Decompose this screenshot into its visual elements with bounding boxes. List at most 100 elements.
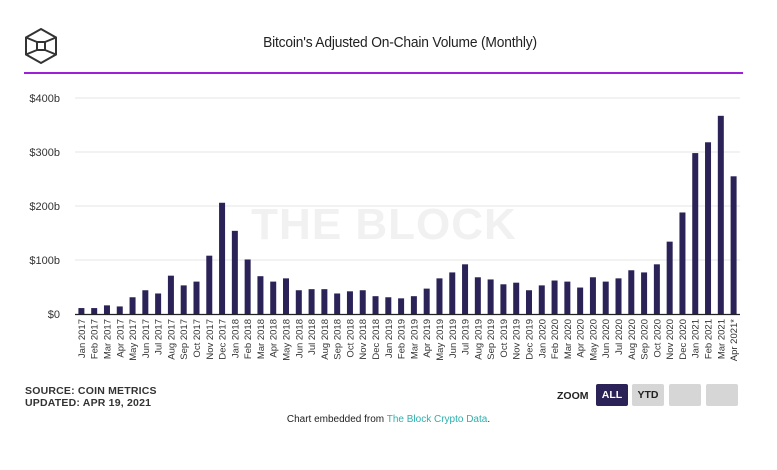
bar (321, 289, 328, 314)
bar (308, 289, 315, 314)
bar (589, 277, 596, 314)
bar (666, 241, 673, 314)
bar (346, 291, 353, 314)
bar (449, 272, 456, 314)
bar (155, 293, 162, 314)
the-block-logo-icon (25, 27, 57, 65)
bar (551, 280, 558, 314)
bar (436, 278, 443, 314)
embed-prefix: Chart embedded from (286, 414, 387, 425)
x-tick-label: Dec 2017 (218, 319, 229, 360)
x-tick-label: Jul 2018 (307, 319, 318, 355)
bar (78, 308, 85, 314)
x-tick-label: Feb 2021 (704, 319, 715, 359)
x-tick-label: Dec 2019 (524, 319, 535, 360)
bar (679, 212, 686, 314)
x-tick-label: Sep 2019 (486, 319, 497, 360)
bar (577, 287, 584, 314)
bar (206, 255, 213, 314)
bar (628, 270, 635, 314)
bar (180, 285, 187, 314)
x-tick-label: Mar 2021 (716, 319, 727, 359)
x-tick-label: Mar 2019 (409, 319, 420, 359)
bar (372, 296, 379, 314)
x-tick-label: Jul 2017 (154, 319, 165, 355)
bar (219, 202, 226, 314)
zoom-all-button[interactable]: ALL (596, 384, 628, 406)
source-text: SOURCE: COIN METRICS (25, 385, 157, 397)
x-tick-label: Mar 2020 (563, 319, 574, 359)
y-tick-label: $400b (29, 93, 60, 105)
bar (193, 281, 200, 314)
x-tick-label: Dec 2020 (678, 319, 689, 360)
y-tick-label: $100b (29, 255, 60, 267)
x-tick-label: Jan 2019 (384, 319, 395, 358)
x-tick-label: Aug 2019 (473, 319, 484, 360)
bar (474, 277, 481, 314)
x-tick-label: Feb 2018 (243, 319, 254, 359)
bar (334, 293, 341, 314)
bar (129, 297, 136, 314)
x-tick-label: Nov 2020 (665, 319, 676, 360)
bar (462, 264, 469, 314)
x-tick-label: Oct 2017 (192, 319, 203, 358)
x-tick-label: May 2018 (282, 319, 293, 361)
bar (500, 284, 507, 314)
zoom-ytd-button[interactable]: YTD (632, 384, 664, 406)
zoom-label: ZOOM (557, 390, 589, 402)
gridlines (75, 97, 740, 261)
x-tick-label: Feb 2020 (550, 319, 561, 359)
bar (103, 305, 110, 314)
bar (641, 272, 648, 314)
the-block-crypto-data-link[interactable]: The Block Crypto Data (386, 414, 488, 425)
bar (705, 142, 712, 314)
bar (142, 290, 149, 314)
bar (513, 282, 520, 314)
title-divider (24, 72, 743, 74)
bar (538, 285, 545, 314)
x-tick-label: Mar 2018 (256, 319, 267, 359)
watermark: THE BLOCK (251, 200, 517, 249)
bar (410, 296, 417, 314)
x-tick-label: Nov 2019 (512, 319, 523, 360)
y-tick-label: $300b (29, 147, 60, 159)
x-tick-label: Jul 2020 (614, 319, 625, 355)
x-tick-label: Jan 2018 (230, 319, 241, 358)
x-tick-label: May 2017 (128, 319, 139, 361)
bar (423, 288, 430, 314)
bar (359, 290, 366, 314)
x-tick-label: Jan 2020 (537, 319, 548, 358)
y-tick-label: $0 (48, 309, 60, 321)
bar (564, 281, 571, 314)
bar (717, 115, 724, 314)
x-tick-label: Jan 2017 (77, 319, 88, 358)
embed-note: Chart embedded from The Block Crypto Dat… (0, 414, 777, 425)
x-tick-label: Feb 2017 (90, 319, 101, 359)
x-tick-label: Nov 2017 (205, 319, 216, 360)
x-tick-label: Aug 2020 (627, 319, 638, 360)
x-tick-label: Jun 2018 (294, 319, 305, 358)
x-tick-label: Dec 2018 (371, 319, 382, 360)
bar (270, 281, 277, 314)
x-tick-label: Sep 2018 (333, 319, 344, 360)
source-info: SOURCE: COIN METRICS UPDATED: APR 19, 20… (25, 385, 157, 409)
bar (295, 290, 302, 314)
x-axis-ticks: Jan 2017 Feb 2017 Mar 2017 Apr 2017 May 2017… (77, 319, 740, 362)
updated-text: UPDATED: APR 19, 2021 (25, 397, 152, 409)
zoom-blank-button-1[interactable] (669, 384, 701, 406)
bar (487, 279, 494, 314)
bar (398, 298, 405, 314)
bar (730, 176, 737, 314)
x-tick-label: Jun 2020 (601, 319, 612, 358)
x-tick-label: Apr 2021* (729, 319, 740, 362)
x-tick-label: Nov 2018 (358, 319, 369, 360)
bar (615, 278, 622, 314)
bar (653, 264, 660, 314)
x-tick-label: Jun 2017 (141, 319, 152, 358)
zoom-blank-button-2[interactable] (706, 384, 738, 406)
x-tick-label: Feb 2019 (397, 319, 408, 359)
embed-suffix: . (487, 414, 491, 425)
x-tick-label: Aug 2017 (166, 319, 177, 360)
bar (283, 278, 290, 314)
y-axis-ticks: $0 $100b $200b $300b $400b (29, 93, 60, 321)
